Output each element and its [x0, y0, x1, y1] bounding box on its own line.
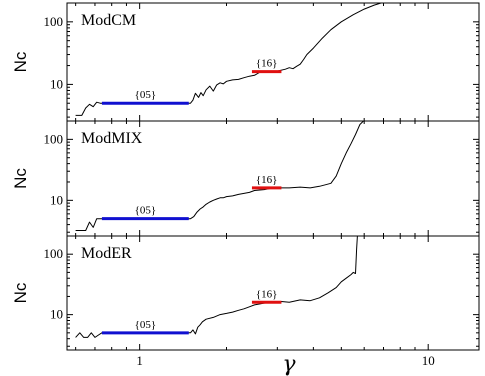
y-axis-label: Nc — [11, 51, 30, 72]
x-tick-label: 10 — [422, 353, 435, 368]
x-tick-label: 1 — [136, 353, 143, 368]
series-line — [75, 236, 358, 338]
y-tick-label: 10 — [50, 76, 63, 91]
panel-title: ModMIX — [81, 130, 143, 147]
panel-frame — [66, 235, 480, 351]
y-tick-label: 10 — [50, 192, 63, 207]
plateau-label: {16} — [256, 174, 278, 186]
panel-title: ModER — [81, 245, 132, 262]
plateau-label: {05} — [135, 89, 157, 101]
plateau-label: {05} — [135, 319, 157, 331]
y-tick-label: 100 — [44, 246, 64, 261]
panel-modmix: 10 100 {05} {16} ModMIX Nc — [11, 120, 480, 237]
panel-moder: 10 100 {05} {16} ModER Nc — [11, 235, 480, 351]
y-tick-label: 10 — [50, 307, 63, 322]
plateau-label: {16} — [256, 58, 278, 70]
y-tick-label: 100 — [44, 14, 64, 29]
y-axis-label: Nc — [11, 282, 30, 303]
panel-title: ModCM — [81, 12, 136, 29]
plateau-label: {05} — [135, 205, 157, 217]
panel-modcm: 10 100 {05} {16} ModCM Nc — [11, 2, 480, 122]
y-axis-label: Nc — [11, 168, 30, 189]
panels-group: 10 100 {05} {16} ModCM Nc 10 100 {05} {16} ModMIX N… — [11, 2, 480, 368]
x-axis-label: γ — [282, 352, 296, 376]
y-tick-label: 100 — [44, 131, 64, 146]
plateau-label: {16} — [256, 288, 278, 300]
